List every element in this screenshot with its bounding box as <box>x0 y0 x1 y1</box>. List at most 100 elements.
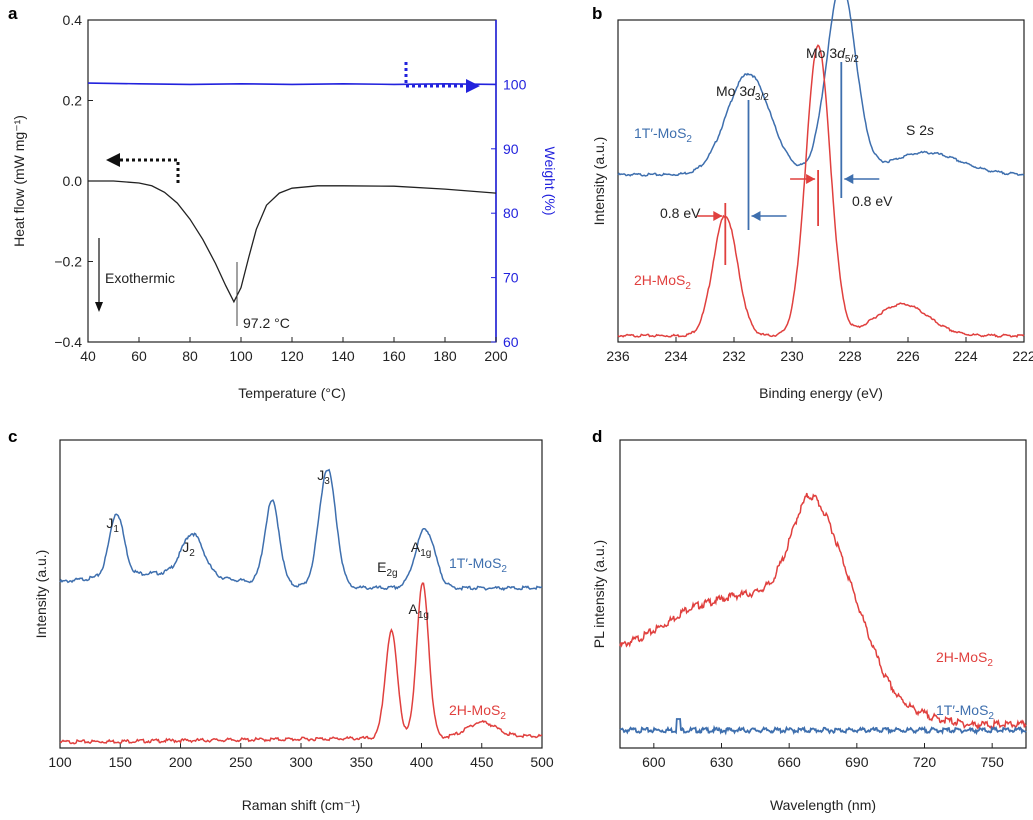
panel-a-xtick-label: 180 <box>433 348 457 364</box>
panel-b-xtick-label: 230 <box>780 348 804 364</box>
svg-text:Mo 3d5/2: Mo 3d5/2 <box>806 45 859 65</box>
panel-b-xtick-label: 224 <box>954 348 978 364</box>
panel-c-peak-label: J2 <box>182 539 195 559</box>
svg-text:2H-MoS2: 2H-MoS2 <box>449 702 506 722</box>
panel-b-shift-markers <box>697 62 880 265</box>
panel-b-series-label-2h: 2H-MoS2 <box>634 272 691 292</box>
panel-d-line-1t <box>619 718 1027 736</box>
panel-b-xtick-label: 234 <box>664 348 688 364</box>
panel-d-series-label-2h: 2H-MoS2 <box>936 649 993 669</box>
panel-c-peak-labels: J1 J2 J3 A1g E2g A1g <box>106 467 431 621</box>
panel-d-ylabel: PL intensity (a.u.) <box>591 540 607 648</box>
panel-letter-d: d <box>592 427 602 446</box>
panel-b-mo52-label: Mo 3d5/2 <box>806 45 859 65</box>
panel-c-xtick-label: 350 <box>350 754 374 770</box>
panel-b-frame <box>617 19 1025 343</box>
panel-letter-b: b <box>592 4 602 23</box>
panel-a-ytick-label: 0.0 <box>63 173 83 189</box>
panel-a-ytick-label: 0.4 <box>63 12 83 28</box>
panel-b-ylabel: Intensity (a.u.) <box>591 137 607 226</box>
panel-c-peak-label: A1g <box>411 539 431 559</box>
panel-a-ytick-label: −0.4 <box>54 334 82 350</box>
panel-d-xtick-label: 750 <box>980 754 1004 770</box>
panel-b-xlabel: Binding energy (eV) <box>759 385 883 401</box>
panel-c-xlabel: Raman shift (cm⁻¹) <box>242 797 361 813</box>
panel-c-xtick-label: 150 <box>109 754 133 770</box>
panel-d-series-label-1t: 1T′-MoS2 <box>936 702 994 722</box>
panel-a-ytick-label: −0.2 <box>54 254 82 270</box>
panel-a-xtick-label: 200 <box>484 348 508 364</box>
panel-a-xtick-label: 100 <box>229 348 253 364</box>
panel-b-blue-arrow-right-head <box>844 174 854 184</box>
svg-text:1T′-MoS2: 1T′-MoS2 <box>449 555 507 575</box>
panel-a-right-ytick-label: 100 <box>503 76 527 92</box>
panel-c-xtick-label: 250 <box>229 754 253 770</box>
panel-b-line-1t <box>617 0 1025 177</box>
panel-b-shift-right-label: 0.8 eV <box>852 193 893 209</box>
panel-a-xtick-label: 120 <box>280 348 304 364</box>
panel-c-line-1t <box>59 468 543 592</box>
panel-c-peak-label: E2g <box>377 559 397 579</box>
panel-b-xtick-label: 222 <box>1012 348 1033 364</box>
panel-letter-c: c <box>8 427 17 446</box>
panel-d-line-2h <box>619 492 1027 730</box>
panel-a-right-ytick-label: 70 <box>503 270 519 286</box>
panel-a-arrow-left <box>106 153 180 183</box>
panel-a-weight-line <box>87 82 497 86</box>
panel-a-xtick-label: 80 <box>182 348 198 364</box>
panel-c-xtick-label: 100 <box>48 754 72 770</box>
panel-d-xtick-label: 690 <box>845 754 869 770</box>
curves-layer <box>59 0 1027 745</box>
panel-b-s2s-label: S 2s <box>906 122 934 138</box>
panel-b-xtick-label: 226 <box>896 348 920 364</box>
panel-d-xlabel: Wavelength (nm) <box>770 797 876 813</box>
panel-d-xtick-label: 630 <box>710 754 734 770</box>
panel-c-xtick-label: 450 <box>470 754 494 770</box>
panel-d-xtick-label: 660 <box>777 754 801 770</box>
panel-c-ylabel: Intensity (a.u.) <box>33 550 49 639</box>
panel-b-series-label-1t: 1T′-MoS2 <box>634 125 692 145</box>
panel-b-red-arrow-left-head <box>713 211 723 221</box>
panel-a-exo-arrow <box>95 238 103 312</box>
panel-b-shift-left-label: 0.8 eV <box>660 205 701 221</box>
panel-b-blue-arrow-left-head <box>751 211 761 221</box>
svg-text:Mo 3d3/2: Mo 3d3/2 <box>716 83 769 103</box>
panel-c-peak-label: A1g <box>408 601 428 621</box>
panel-a-xlabel: Temperature (°C) <box>238 385 346 401</box>
svg-text:2H-MoS2: 2H-MoS2 <box>634 272 691 292</box>
panel-a-xtick-label: 40 <box>80 348 96 364</box>
panel-c-xtick-label: 400 <box>410 754 434 770</box>
panel-b-xtick-label: 236 <box>606 348 630 364</box>
ticks-layer: 40 60 80 100 120 140 160 180 200 0.4 0.2 0.0 −0.2 −0.… <box>48 12 1033 770</box>
svg-text:2H-MoS2: 2H-MoS2 <box>936 649 993 669</box>
panel-c-series-label-2h: 2H-MoS2 <box>449 702 506 722</box>
panel-c-xtick-label: 200 <box>169 754 193 770</box>
panel-a-frame <box>87 19 497 343</box>
panel-a-exo-label: Exothermic <box>105 270 175 286</box>
panel-c-peak-label: J3 <box>317 467 330 487</box>
panel-a-arrow-right <box>404 62 480 93</box>
panel-c-series-label-1t: 1T′-MoS2 <box>449 555 507 575</box>
panel-b-xtick-label: 228 <box>838 348 862 364</box>
panel-b-xtick-label: 232 <box>722 348 746 364</box>
panel-c-xtick-label: 300 <box>289 754 313 770</box>
panel-a-right-ytick-label: 80 <box>503 205 519 221</box>
panel-a-right-ytick-label: 90 <box>503 141 519 157</box>
panel-c-peak-label: J1 <box>106 515 119 535</box>
svg-text:1T′-MoS2: 1T′-MoS2 <box>634 125 692 145</box>
panel-b-line-2h <box>617 44 1025 338</box>
panel-d-frame <box>619 439 1027 749</box>
panel-a-y2label: Weight (%) <box>542 147 558 216</box>
panel-c-line-2h <box>59 582 543 745</box>
panel-a-peak-label: 97.2 °C <box>243 315 290 331</box>
panel-a-ytick-label: 0.2 <box>63 93 83 109</box>
panel-a-xtick-label: 160 <box>382 348 406 364</box>
svg-text:S 2s: S 2s <box>906 122 934 138</box>
panel-a-xtick-label: 60 <box>131 348 147 364</box>
panel-d-xtick-label: 600 <box>642 754 666 770</box>
panel-b-red-arrow-right-head <box>806 174 816 184</box>
panel-c-xtick-label: 500 <box>530 754 554 770</box>
panel-a-xtick-label: 140 <box>331 348 355 364</box>
panel-d-xtick-label: 720 <box>913 754 937 770</box>
